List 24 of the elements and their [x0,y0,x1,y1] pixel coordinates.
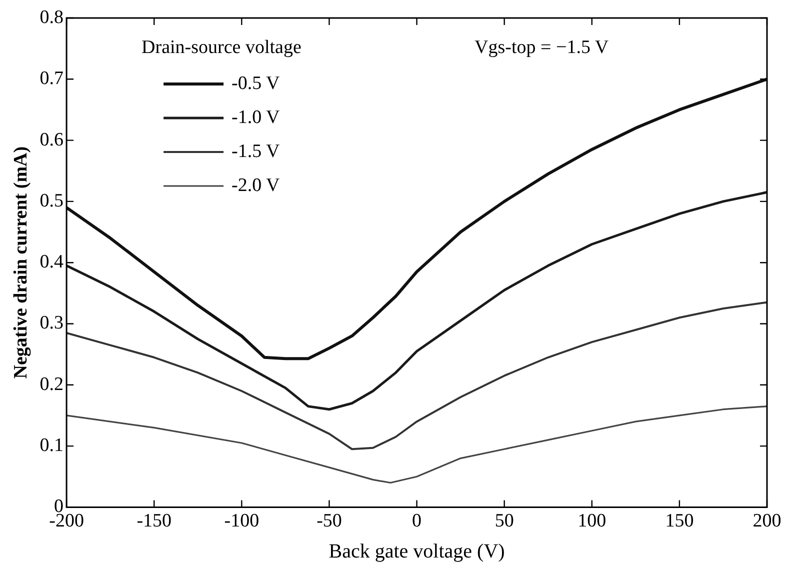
x-tick-label: -100 [224,510,260,532]
x-tick-label: 150 [665,510,694,532]
x-tick-label: 50 [494,510,514,532]
x-axis-title: Back gate voltage (V) [328,540,505,562]
y-tick-label: 0.3 [40,312,64,334]
x-tick-label: 200 [752,510,782,532]
y-tick-label: 0.6 [40,129,64,150]
legend-label: -2.0 V [232,174,280,196]
y-tick-label: 0.1 [40,435,64,456]
annotation: Vgs-top = −1.5 V [474,36,609,58]
x-tick-label: -50 [316,510,342,532]
legend-label: -1.0 V [232,106,280,128]
y-tick-label: 0.7 [40,68,64,90]
legend-label: -1.5 V [232,140,280,162]
x-tick-label: 100 [578,510,606,532]
y-tick-label: 0.5 [40,190,64,212]
y-tick-label: 0.2 [40,374,64,395]
x-tick-label: 0 [412,510,422,532]
y-tick-label: 0.8 [40,6,64,28]
legend-title: Drain-source voltage [142,36,302,58]
legend-label: -0.5 V [232,72,280,94]
y-tick-label: 0.4 [40,252,64,273]
x-tick-label: -150 [136,510,172,532]
y-axis-title: Negative drain current (mA) [10,146,32,379]
